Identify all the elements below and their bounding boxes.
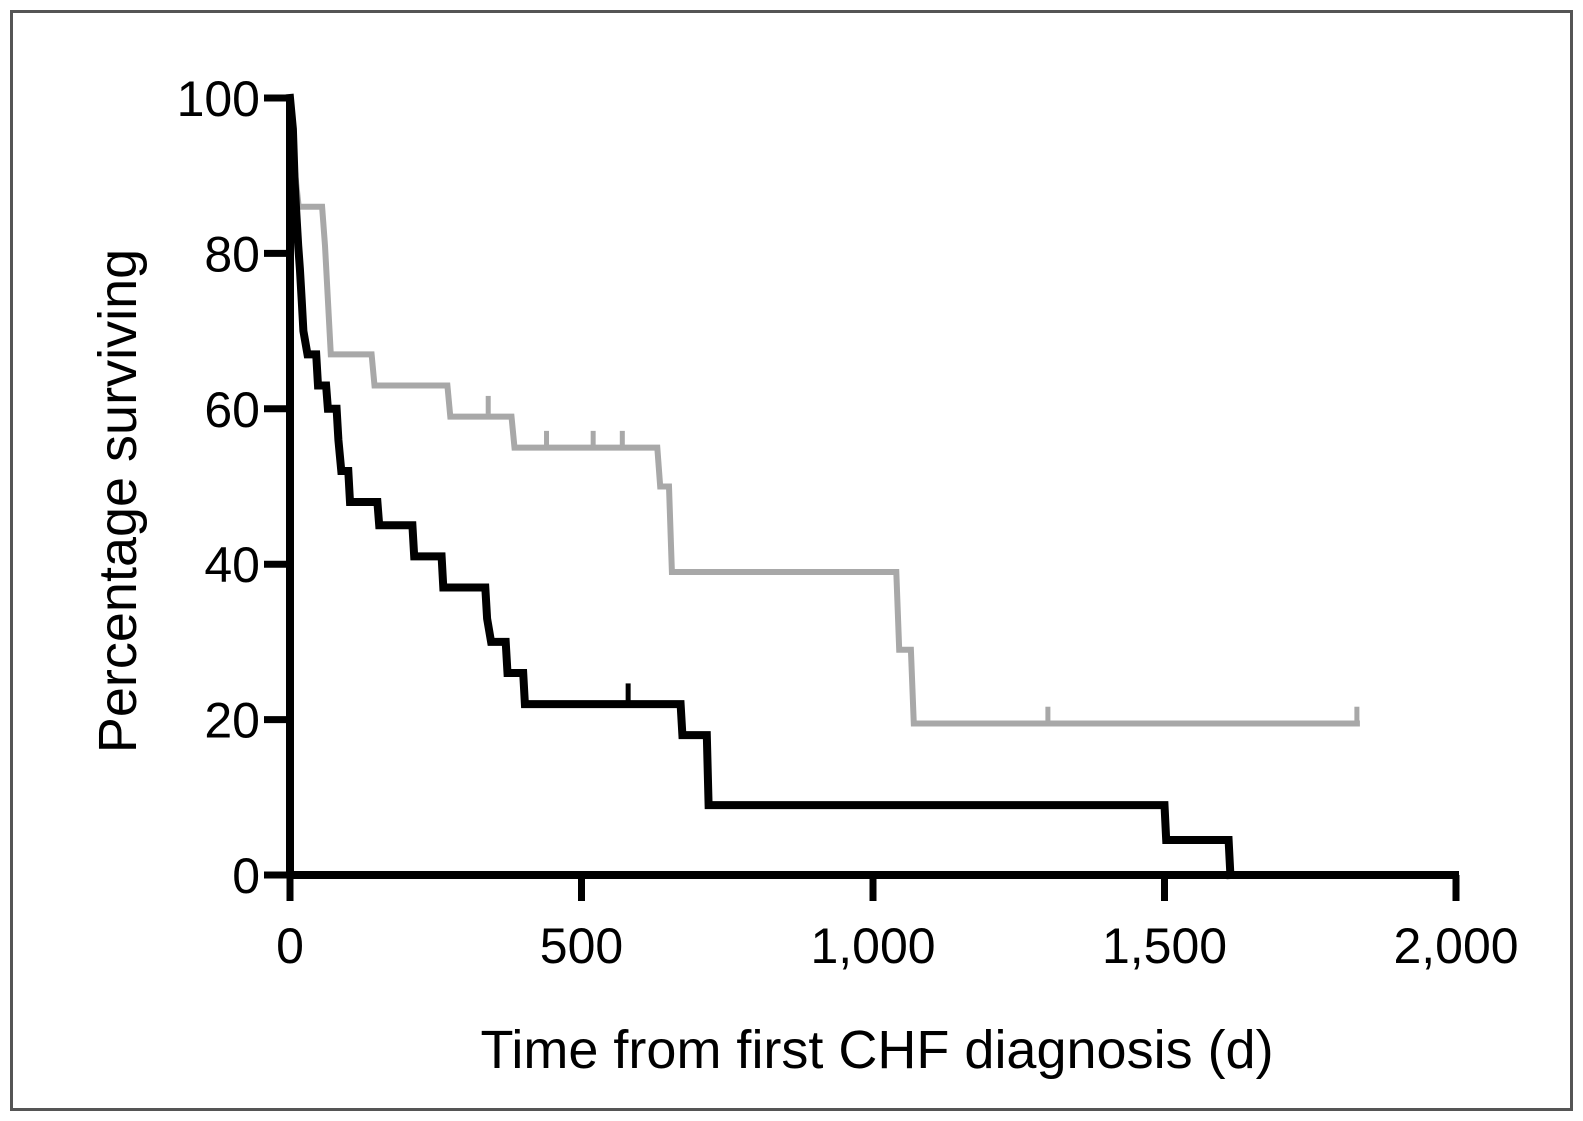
y-tick-label: 80 xyxy=(204,226,260,282)
y-tick-label: 100 xyxy=(177,71,260,127)
figure-frame: 0 20 40 60 80 100 0 500 1,000 1,500 2,000 Time fro… xyxy=(10,10,1573,1111)
x-tick-label: 500 xyxy=(540,918,623,974)
y-tick-label: 0 xyxy=(232,848,260,904)
labels-layer: 0 20 40 60 80 100 0 500 1,000 1,500 2,000 xyxy=(177,71,1519,974)
x-axis-title: Time from first CHF diagnosis (d) xyxy=(480,1020,1273,1080)
y-tick-label: 60 xyxy=(204,382,260,438)
series-2-line xyxy=(285,93,1235,880)
y-tick-label: 20 xyxy=(204,693,260,749)
x-tick-label: 2,000 xyxy=(1393,918,1518,974)
y-tick-label: 40 xyxy=(204,537,260,593)
axes-layer xyxy=(264,94,1460,901)
x-tick-label: 0 xyxy=(276,918,304,974)
series-1-line xyxy=(286,94,1360,727)
y-axis-title: Percentage surviving xyxy=(88,249,148,753)
survival-chart: 0 20 40 60 80 100 0 500 1,000 1,500 2,000 Time fro… xyxy=(88,71,1519,1080)
x-tick-label: 1,000 xyxy=(810,918,935,974)
x-tick-label: 1,500 xyxy=(1102,918,1227,974)
series-layer xyxy=(285,93,1360,880)
